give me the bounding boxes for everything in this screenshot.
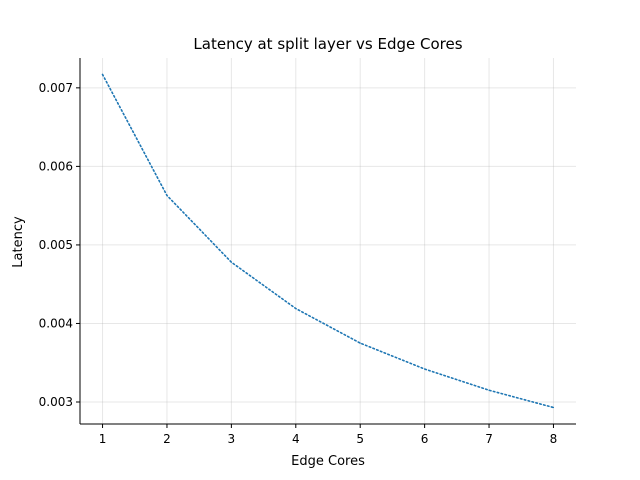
data-point: [488, 389, 490, 391]
x-tick-label: 6: [421, 432, 429, 446]
x-tick-label: 7: [485, 432, 493, 446]
data-point: [295, 307, 297, 310]
data-point: [166, 194, 168, 197]
chart-title: Latency at split layer vs Edge Cores: [193, 35, 462, 53]
series-line: [101, 73, 555, 409]
x-tick-label: 2: [163, 432, 171, 446]
data-point: [230, 261, 232, 263]
y-tick-label: 0.003: [39, 395, 73, 409]
y-tick-label: 0.006: [39, 159, 73, 173]
x-tick-label: 8: [550, 432, 558, 446]
grid-lines: [80, 58, 576, 424]
y-tick-label: 0.005: [39, 238, 73, 252]
series-layer: [101, 73, 555, 409]
y-tick-label: 0.004: [39, 316, 73, 330]
x-axis-label: Edge Cores: [291, 454, 365, 469]
data-point: [359, 342, 361, 344]
data-point: [552, 406, 555, 409]
axes: [79, 58, 576, 425]
tick-marks: 1 2 3 4 5 6 7 8 0.003 0.004 0.005 0.006 0.007: [39, 81, 558, 446]
y-tick-label: 0.007: [39, 81, 73, 95]
x-tick-label: 5: [356, 432, 364, 446]
y-axis-label: Latency: [11, 216, 26, 268]
x-tick-label: 1: [99, 432, 107, 446]
data-point: [101, 73, 104, 76]
x-tick-label: 3: [228, 432, 236, 446]
data-point: [424, 368, 426, 370]
x-tick-label: 4: [292, 432, 300, 446]
